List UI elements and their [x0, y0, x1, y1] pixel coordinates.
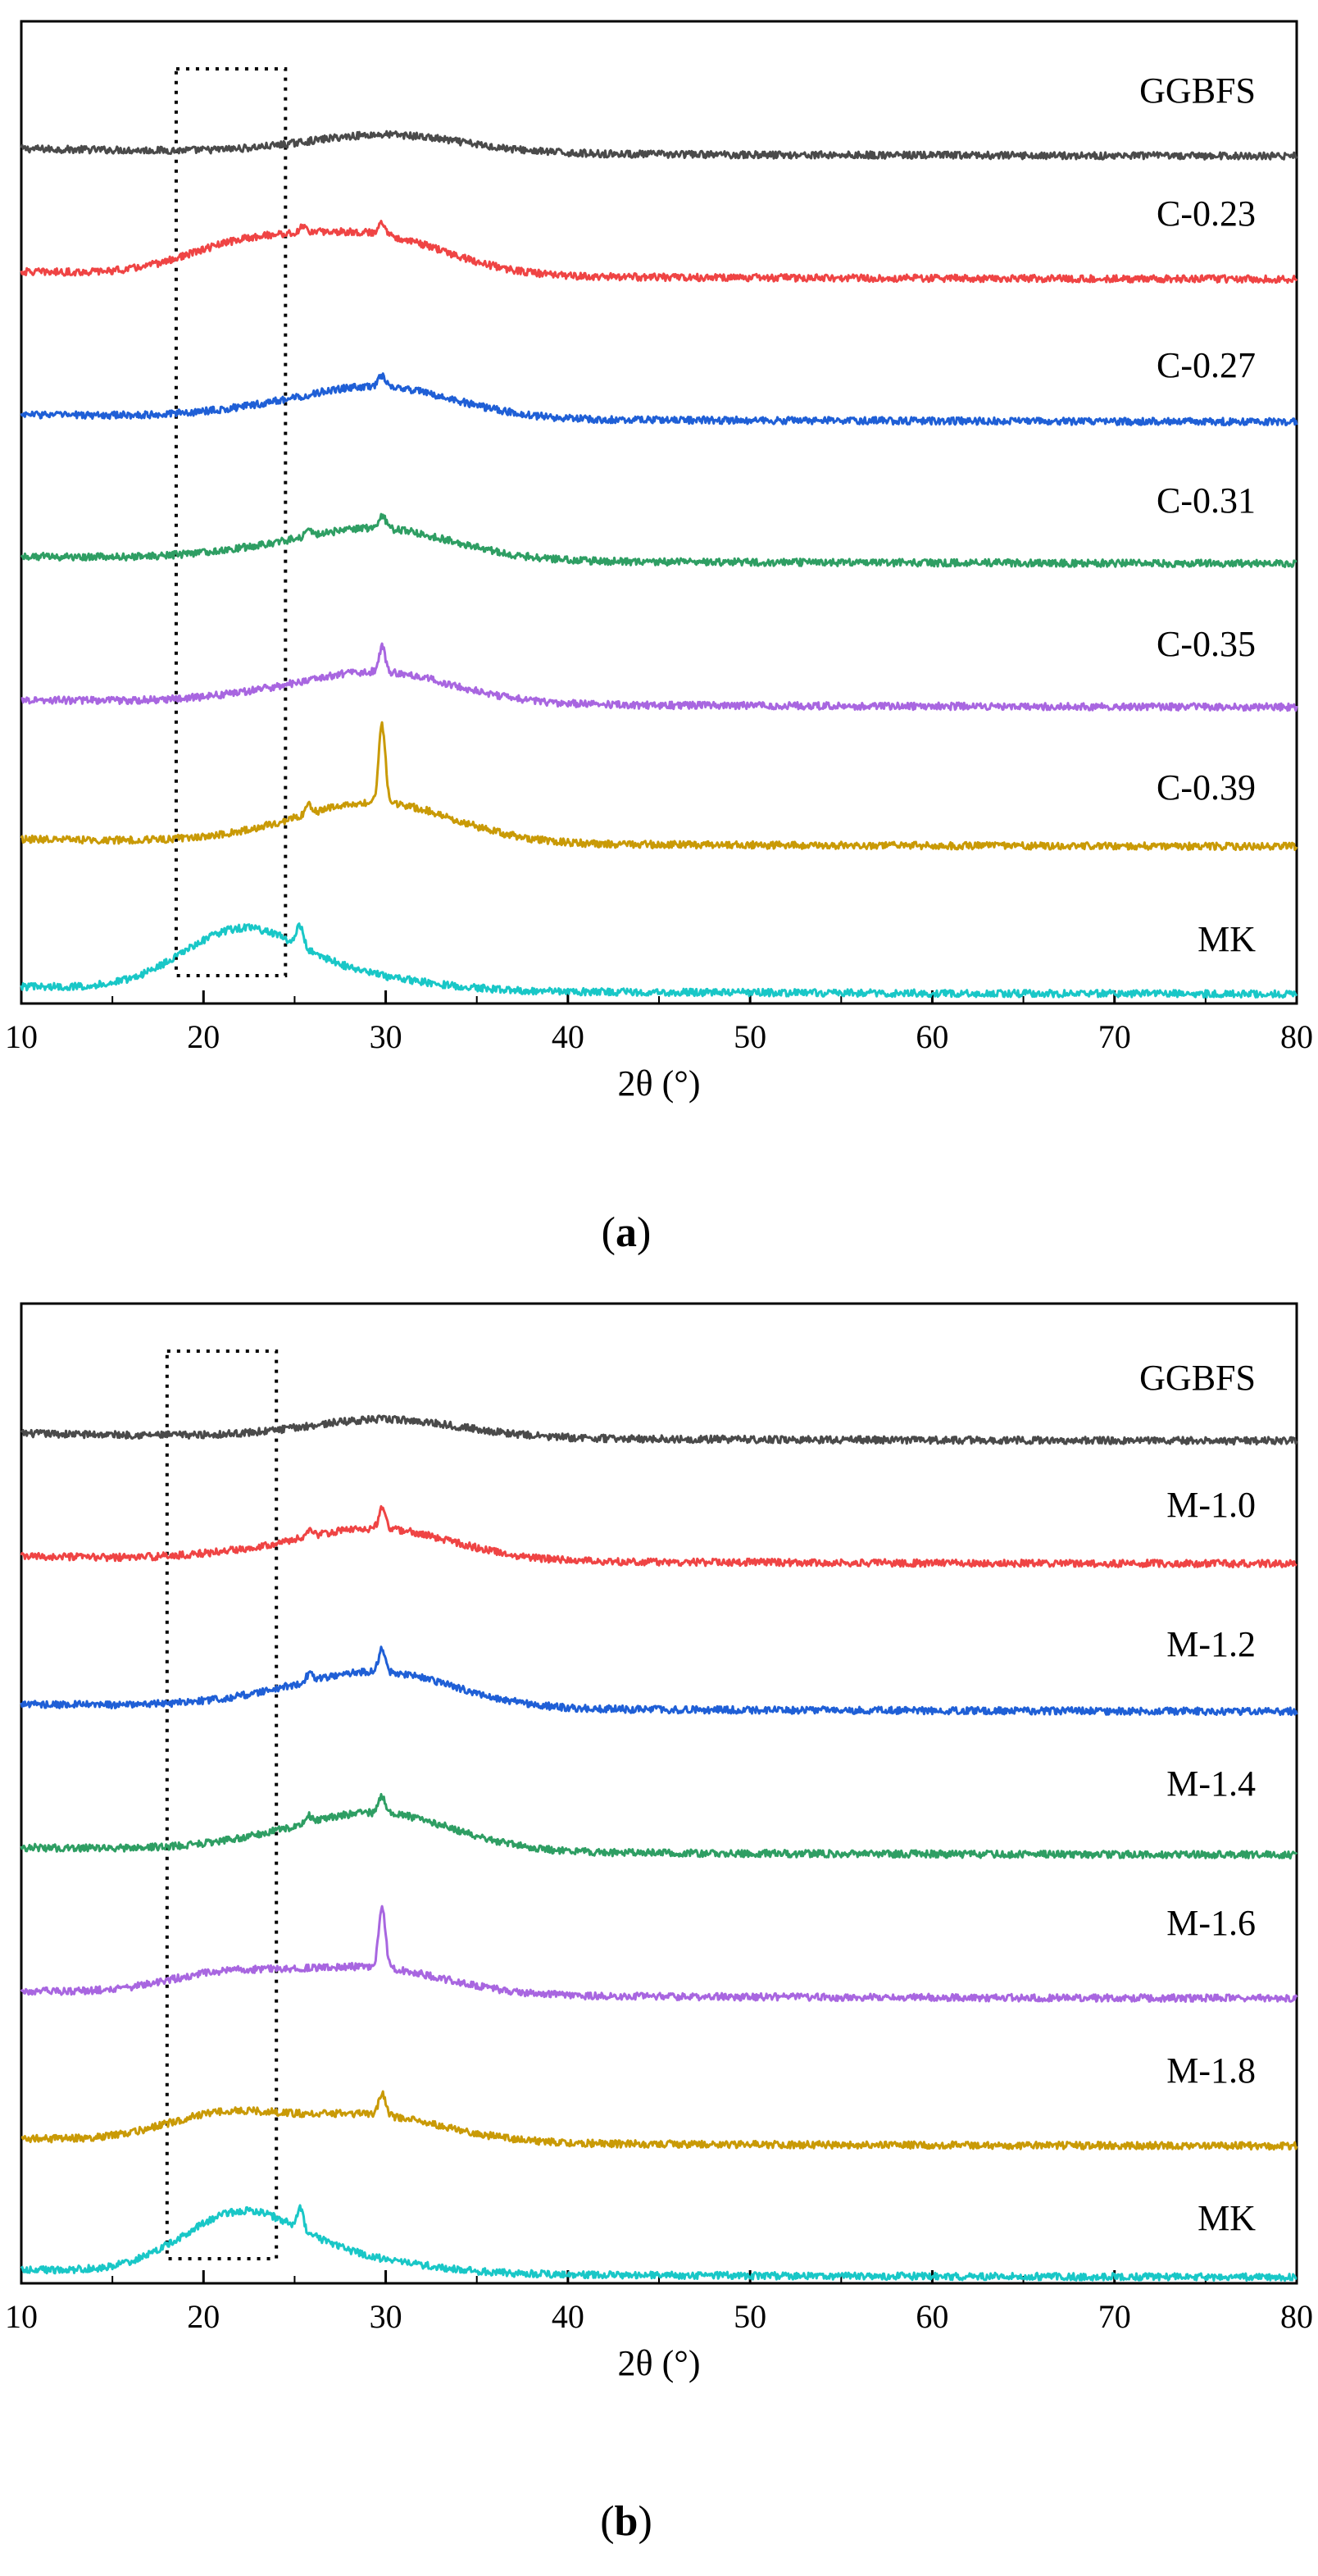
panel-b: 10 20 30 40 50 60 70 80 2θ (°) GGBFS M-1.0 M-1.2 M-1… [5, 1302, 1313, 2545]
series-line-m-1-6 [20, 1905, 1298, 2003]
series-label: M-1.0 [1166, 1485, 1256, 1525]
series-line-c-0-23 [20, 220, 1298, 284]
series-label: MK [1198, 2198, 1256, 2238]
panel-a: 10 20 30 40 50 60 70 80 2θ (°) GGBFS C-0.23 C-0.27 C… [5, 20, 1313, 1256]
x-tick-label: 60 [916, 2298, 948, 2335]
x-tick-label: 50 [734, 2298, 766, 2335]
series-line-c-0-27 [20, 372, 1298, 426]
x-tick-label: 40 [552, 1018, 584, 1055]
panel-tag: (a) [602, 1209, 652, 1256]
x-axis-title: 2θ (°) [618, 2343, 701, 2383]
series-label: GGBFS [1139, 71, 1256, 111]
x-tick-label: 30 [370, 1018, 402, 1055]
panel-letter: a [616, 1209, 637, 1256]
x-tick-label: 10 [5, 1018, 38, 1055]
x-tick-label: 40 [552, 2298, 584, 2335]
x-tick-label: 60 [916, 1018, 948, 1055]
series-line-m-1-2 [20, 1645, 1298, 1717]
series-label: C-0.31 [1157, 480, 1256, 521]
x-tick-label: 70 [1098, 1018, 1131, 1055]
series-line-mk [20, 2204, 1298, 2282]
series-label: C-0.23 [1157, 193, 1256, 234]
amorphous-region-box [165, 1349, 279, 2260]
series-line-c-0-39 [20, 721, 1298, 851]
series-label: M-1.8 [1166, 2050, 1256, 2091]
x-tick-label: 80 [1280, 2298, 1313, 2335]
x-tick-label: 20 [187, 2298, 220, 2335]
x-axis-title: 2θ (°) [618, 1063, 701, 1104]
series-label: C-0.39 [1157, 767, 1256, 808]
series-line-c-0-31 [20, 512, 1298, 568]
plot-frame [20, 1302, 1298, 2285]
series-label: M-1.6 [1166, 1903, 1256, 1943]
x-tick-label: 50 [734, 1018, 766, 1055]
x-tick-label: 20 [187, 1018, 220, 1055]
series-line-m-1-0 [20, 1504, 1298, 1568]
x-tick-label: 70 [1098, 2298, 1131, 2335]
series-label: MK [1198, 919, 1256, 959]
series-line-c-0-35 [20, 642, 1298, 712]
plot-frame [20, 20, 1298, 1005]
series-label: GGBFS [1139, 1358, 1256, 1398]
x-tick-label: 10 [5, 2298, 38, 2335]
series-line-m-1-8 [20, 2090, 1298, 2151]
series-label: C-0.35 [1157, 624, 1256, 664]
panel-tag: (b) [600, 2498, 652, 2545]
series-line-ggbfs [20, 130, 1298, 161]
series-label: M-1.4 [1166, 1764, 1256, 1804]
panel-letter: b [615, 2498, 639, 2545]
amorphous-region-box [174, 67, 288, 977]
x-tick-label: 80 [1280, 1018, 1313, 1055]
series-line-m-1-4 [20, 1792, 1298, 1860]
series-label: C-0.27 [1157, 345, 1256, 385]
series-label: M-1.2 [1166, 1624, 1256, 1664]
x-tick-label: 30 [370, 2298, 402, 2335]
series-line-mk [20, 922, 1298, 999]
series-line-ggbfs [20, 1414, 1298, 1446]
